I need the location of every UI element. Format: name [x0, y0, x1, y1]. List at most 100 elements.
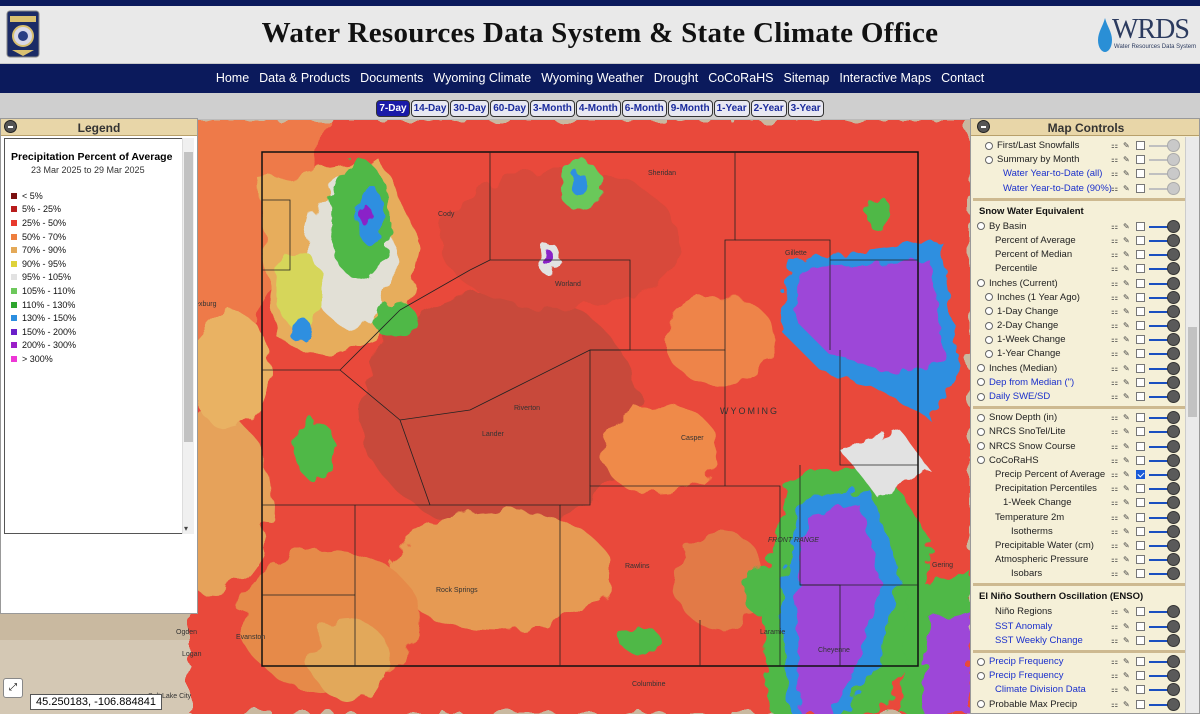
- edit-icon[interactable]: ✎: [1123, 512, 1130, 522]
- edit-icon[interactable]: ✎: [1123, 427, 1130, 437]
- edit-icon[interactable]: ✎: [1123, 141, 1130, 150]
- legend-collapse-icon[interactable]: [4, 120, 17, 133]
- layer-label[interactable]: Percent of Median: [995, 249, 1073, 261]
- wyoming-seal-logo[interactable]: [6, 10, 40, 58]
- layer-checkbox[interactable]: [1136, 141, 1145, 150]
- layer-radio[interactable]: [985, 307, 993, 316]
- control-row[interactable]: Percent of Average ⚏ ✎: [973, 233, 1185, 248]
- layer-checkbox[interactable]: [1136, 699, 1145, 709]
- options-icon[interactable]: ⚏: [1111, 526, 1119, 536]
- layer-checkbox[interactable]: [1136, 569, 1145, 579]
- edit-icon[interactable]: ✎: [1123, 221, 1130, 231]
- layer-label[interactable]: 1-Day Change: [997, 305, 1059, 317]
- nav-documents[interactable]: Documents: [360, 71, 424, 85]
- opacity-slider[interactable]: [1149, 225, 1175, 228]
- edit-icon[interactable]: ✎: [1123, 441, 1130, 451]
- options-icon[interactable]: ⚏: [1111, 413, 1119, 423]
- layer-radio[interactable]: [977, 279, 985, 287]
- wrds-logo[interactable]: WRDS Water Resources Data System: [1096, 12, 1196, 58]
- opacity-slider-knob[interactable]: [1167, 153, 1180, 167]
- opacity-slider-knob[interactable]: [1167, 361, 1180, 375]
- fullscreen-icon[interactable]: ⤢: [3, 678, 23, 698]
- control-row[interactable]: Daily SWE/SD ⚏ ✎: [973, 390, 1185, 404]
- opacity-slider[interactable]: [1149, 325, 1175, 328]
- opacity-slider-knob[interactable]: [1167, 619, 1180, 633]
- layer-checkbox[interactable]: [1136, 607, 1145, 617]
- layer-radio[interactable]: [977, 222, 985, 231]
- opacity-slider-knob[interactable]: [1167, 319, 1180, 333]
- opacity-slider[interactable]: [1149, 559, 1175, 562]
- options-icon[interactable]: ⚏: [1111, 278, 1119, 288]
- timeline-button-7-day[interactable]: 7-Day: [376, 100, 410, 117]
- edit-icon[interactable]: ✎: [1123, 413, 1130, 423]
- options-icon[interactable]: ⚏: [1111, 607, 1119, 617]
- layer-label[interactable]: Isobars: [1011, 568, 1043, 580]
- control-row[interactable]: Precip Frequency ⚏ ✎: [973, 655, 1185, 669]
- nav-data-products[interactable]: Data & Products: [259, 71, 351, 85]
- options-icon[interactable]: ⚏: [1111, 621, 1119, 631]
- control-row[interactable]: 2-Day Change ⚏ ✎: [973, 319, 1185, 333]
- opacity-slider[interactable]: [1149, 516, 1175, 519]
- timeline-button-3-year[interactable]: 3-Year: [787, 100, 824, 117]
- opacity-slider-knob[interactable]: [1167, 219, 1180, 233]
- layer-checkbox[interactable]: [1136, 306, 1145, 316]
- layer-label[interactable]: Summary by Month: [997, 154, 1080, 166]
- control-row[interactable]: By Basin ⚏ ✎: [973, 219, 1185, 234]
- layer-label[interactable]: Precip Frequency: [989, 670, 1064, 682]
- opacity-slider-knob[interactable]: [1167, 181, 1180, 195]
- opacity-slider-knob[interactable]: [1167, 697, 1180, 711]
- layer-radio[interactable]: [977, 427, 985, 436]
- layer-label[interactable]: NRCS SnoTel/Lite: [989, 426, 1066, 438]
- opacity-slider-knob[interactable]: [1167, 439, 1180, 453]
- control-row[interactable]: SST Weekly Change ⚏ ✎: [973, 633, 1185, 648]
- opacity-slider[interactable]: [1149, 544, 1175, 547]
- layer-label[interactable]: Water Year-to-Date (90%): [1003, 182, 1112, 194]
- layer-label[interactable]: Percentile: [995, 263, 1038, 275]
- control-row[interactable]: Temperature 2m ⚏ ✎: [973, 510, 1185, 525]
- layer-checkbox[interactable]: [1136, 526, 1145, 536]
- nav-sitemap[interactable]: Sitemap: [783, 71, 830, 85]
- timeline-button-60-day[interactable]: 60-Day: [490, 100, 530, 117]
- layer-checkbox[interactable]: [1136, 427, 1145, 437]
- options-icon[interactable]: ⚏: [1111, 221, 1119, 231]
- layer-radio[interactable]: [977, 671, 985, 680]
- control-row[interactable]: CoCoRaHS ⚏ ✎: [973, 453, 1185, 468]
- opacity-slider[interactable]: [1149, 661, 1175, 663]
- options-icon[interactable]: ⚏: [1111, 335, 1119, 345]
- precipitation-map[interactable]: Sheridan Cody Gillette Worland Riverton …: [0, 120, 1200, 714]
- nav-wyoming-weather[interactable]: Wyoming Weather: [541, 71, 644, 85]
- layer-checkbox[interactable]: [1136, 685, 1145, 695]
- scroll-down-icon[interactable]: ▾: [184, 524, 189, 533]
- options-icon[interactable]: ⚏: [1111, 377, 1119, 387]
- options-icon[interactable]: ⚏: [1111, 363, 1119, 373]
- controls-scroll-thumb[interactable]: [1188, 327, 1197, 417]
- edit-icon[interactable]: ✎: [1123, 484, 1130, 494]
- layer-checkbox[interactable]: [1136, 221, 1145, 231]
- layer-checkbox[interactable]: [1136, 335, 1145, 345]
- layer-checkbox[interactable]: [1136, 455, 1145, 465]
- layer-label[interactable]: Atmospheric Pressure: [995, 554, 1089, 566]
- control-row[interactable]: Summary by Month ⚏ ✎: [973, 153, 1185, 167]
- layer-radio[interactable]: [985, 141, 993, 150]
- opacity-slider-knob[interactable]: [1167, 553, 1180, 567]
- nav-drought[interactable]: Drought: [653, 71, 699, 85]
- edit-icon[interactable]: ✎: [1123, 235, 1130, 245]
- opacity-slider[interactable]: [1149, 639, 1175, 642]
- edit-icon[interactable]: ✎: [1123, 155, 1130, 165]
- options-icon[interactable]: ⚏: [1111, 512, 1119, 522]
- edit-icon[interactable]: ✎: [1123, 292, 1130, 302]
- layer-checkbox[interactable]: [1136, 183, 1145, 193]
- control-row[interactable]: Inches (Current) ⚏ ✎: [973, 276, 1185, 291]
- edit-icon[interactable]: ✎: [1123, 455, 1130, 465]
- opacity-slider-knob[interactable]: [1167, 605, 1180, 619]
- opacity-slider-knob[interactable]: [1167, 655, 1180, 668]
- layer-checkbox[interactable]: [1136, 469, 1145, 479]
- opacity-slider[interactable]: [1149, 173, 1175, 176]
- layer-checkbox[interactable]: [1136, 413, 1145, 423]
- opacity-slider-knob[interactable]: [1167, 347, 1180, 361]
- control-row[interactable]: Precip Frequency ⚏ ✎: [973, 669, 1185, 683]
- options-icon[interactable]: ⚏: [1111, 540, 1119, 550]
- edit-icon[interactable]: ✎: [1123, 555, 1130, 565]
- timeline-button-4-month[interactable]: 4-Month: [575, 100, 621, 117]
- opacity-slider-knob[interactable]: [1167, 167, 1180, 181]
